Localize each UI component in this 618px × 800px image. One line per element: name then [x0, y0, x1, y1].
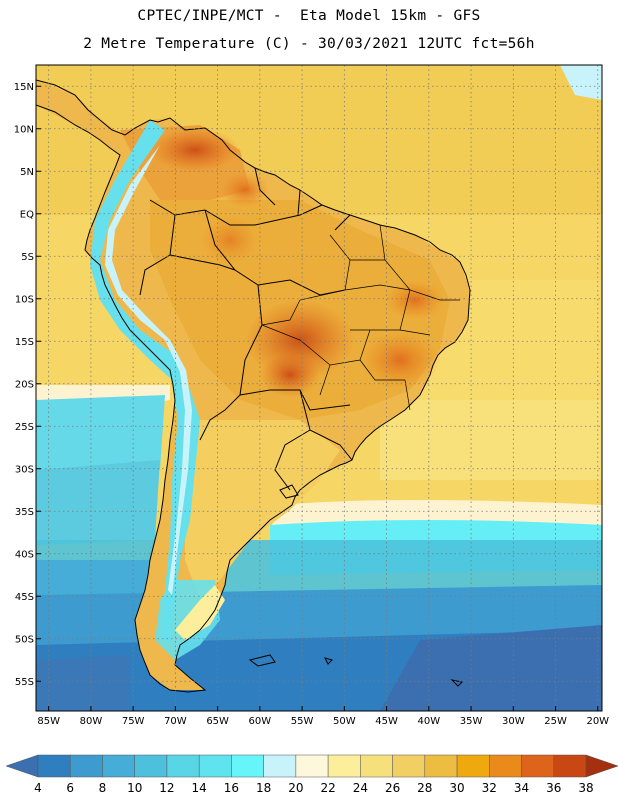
lat-label: EQ [20, 209, 34, 220]
colorbar-box [263, 754, 297, 778]
andes-cold-strip [90, 120, 200, 640]
colorbar-label: 14 [192, 781, 207, 795]
lon-label: 55W [291, 716, 314, 727]
colorbar-label: 4 [34, 781, 42, 795]
map-frame [35, 64, 603, 712]
colorbar-box [521, 754, 555, 778]
colorbar-label: 34 [514, 781, 529, 795]
lat-label: 40S [15, 549, 34, 560]
colorbar-box [489, 754, 522, 778]
lat-label: 35S [15, 507, 34, 518]
colorbar-label: 38 [578, 781, 593, 795]
lon-label: 40W [418, 716, 441, 727]
colorbar-label: 18 [256, 781, 271, 795]
colorbar-box [553, 754, 587, 778]
colorbar-label: 20 [288, 781, 303, 795]
colorbar-label: 8 [99, 781, 107, 795]
colorbar-box [134, 754, 168, 778]
lon-label: 65W [206, 716, 229, 727]
lat-label: 15S [15, 337, 34, 348]
colorbar-label: 28 [417, 781, 432, 795]
colorbar-box [102, 754, 135, 778]
state-borders [261, 224, 460, 411]
colorbar-label: 24 [353, 781, 368, 795]
lat-label: 20S [15, 379, 34, 390]
lon-label: 85W [37, 716, 60, 727]
coastline [36, 79, 471, 693]
colorbar-box [198, 754, 232, 778]
colorbar-box [360, 754, 393, 778]
lon-label: 60W [249, 716, 272, 727]
axis-ticks: 15N 10N 5N EQ 5S 10S 15S 20S 25S 30S 35S 40S 45S 50S 5… [14, 82, 609, 727]
colorbar-arrow-low [5, 754, 39, 778]
colorbar-box [37, 754, 71, 778]
coastlines-borders [36, 79, 471, 693]
lat-label: 10S [15, 294, 34, 305]
lon-label: 70W [164, 716, 187, 727]
lat-label: 10N [14, 124, 34, 135]
colorbar-box [456, 754, 490, 778]
colorbar-box [231, 754, 264, 778]
lat-label: 25S [15, 422, 34, 433]
colorbar-box [327, 754, 361, 778]
islands [248, 484, 464, 687]
colorbar-label: 22 [320, 781, 335, 795]
lon-label: 45W [375, 716, 398, 727]
temperature-field [36, 65, 602, 711]
colorbar-label: 30 [449, 781, 464, 795]
lat-label: 5S [21, 252, 34, 263]
colorbar-label: 16 [224, 781, 239, 795]
country-borders [139, 167, 353, 491]
colorbar-box [166, 754, 200, 778]
colorbar-box [69, 754, 103, 778]
lat-label: 55S [15, 677, 34, 688]
title-line-2: 2 Metre Temperature (C) - 30/03/2021 12U… [83, 36, 535, 52]
lat-label: 45S [15, 592, 34, 603]
lon-label: 50W [333, 716, 356, 727]
lon-label: 75W [122, 716, 145, 727]
title-line-1: CPTEC/INPE/MCT - Eta Model 15km - GFS [137, 8, 481, 24]
colorbar-box [424, 754, 458, 778]
colorbar-box [392, 754, 426, 778]
colorbar-label: 6 [66, 781, 74, 795]
lat-label: 5N [20, 167, 34, 178]
lon-label: 20W [586, 716, 609, 727]
lon-label: 30W [502, 716, 525, 727]
colorbar-label: 10 [127, 781, 142, 795]
colorbar-box [295, 754, 329, 778]
lon-label: 35W [460, 716, 483, 727]
lat-label: 15N [14, 82, 34, 93]
colorbar-label: 32 [482, 781, 497, 795]
lon-label: 80W [80, 716, 103, 727]
colorbar-label: 26 [385, 781, 400, 795]
lon-label: 25W [544, 716, 567, 727]
colorbar-label: 12 [159, 781, 174, 795]
colorbar-arrow-high [585, 754, 618, 778]
colorbar: 4 6 8 10 12 14 16 18 20 22 24 26 28 30 32 34 36 38 [5, 754, 618, 795]
colorbar-label: 36 [546, 781, 561, 795]
lat-label: 30S [15, 464, 34, 475]
lat-label: 50S [15, 634, 34, 645]
